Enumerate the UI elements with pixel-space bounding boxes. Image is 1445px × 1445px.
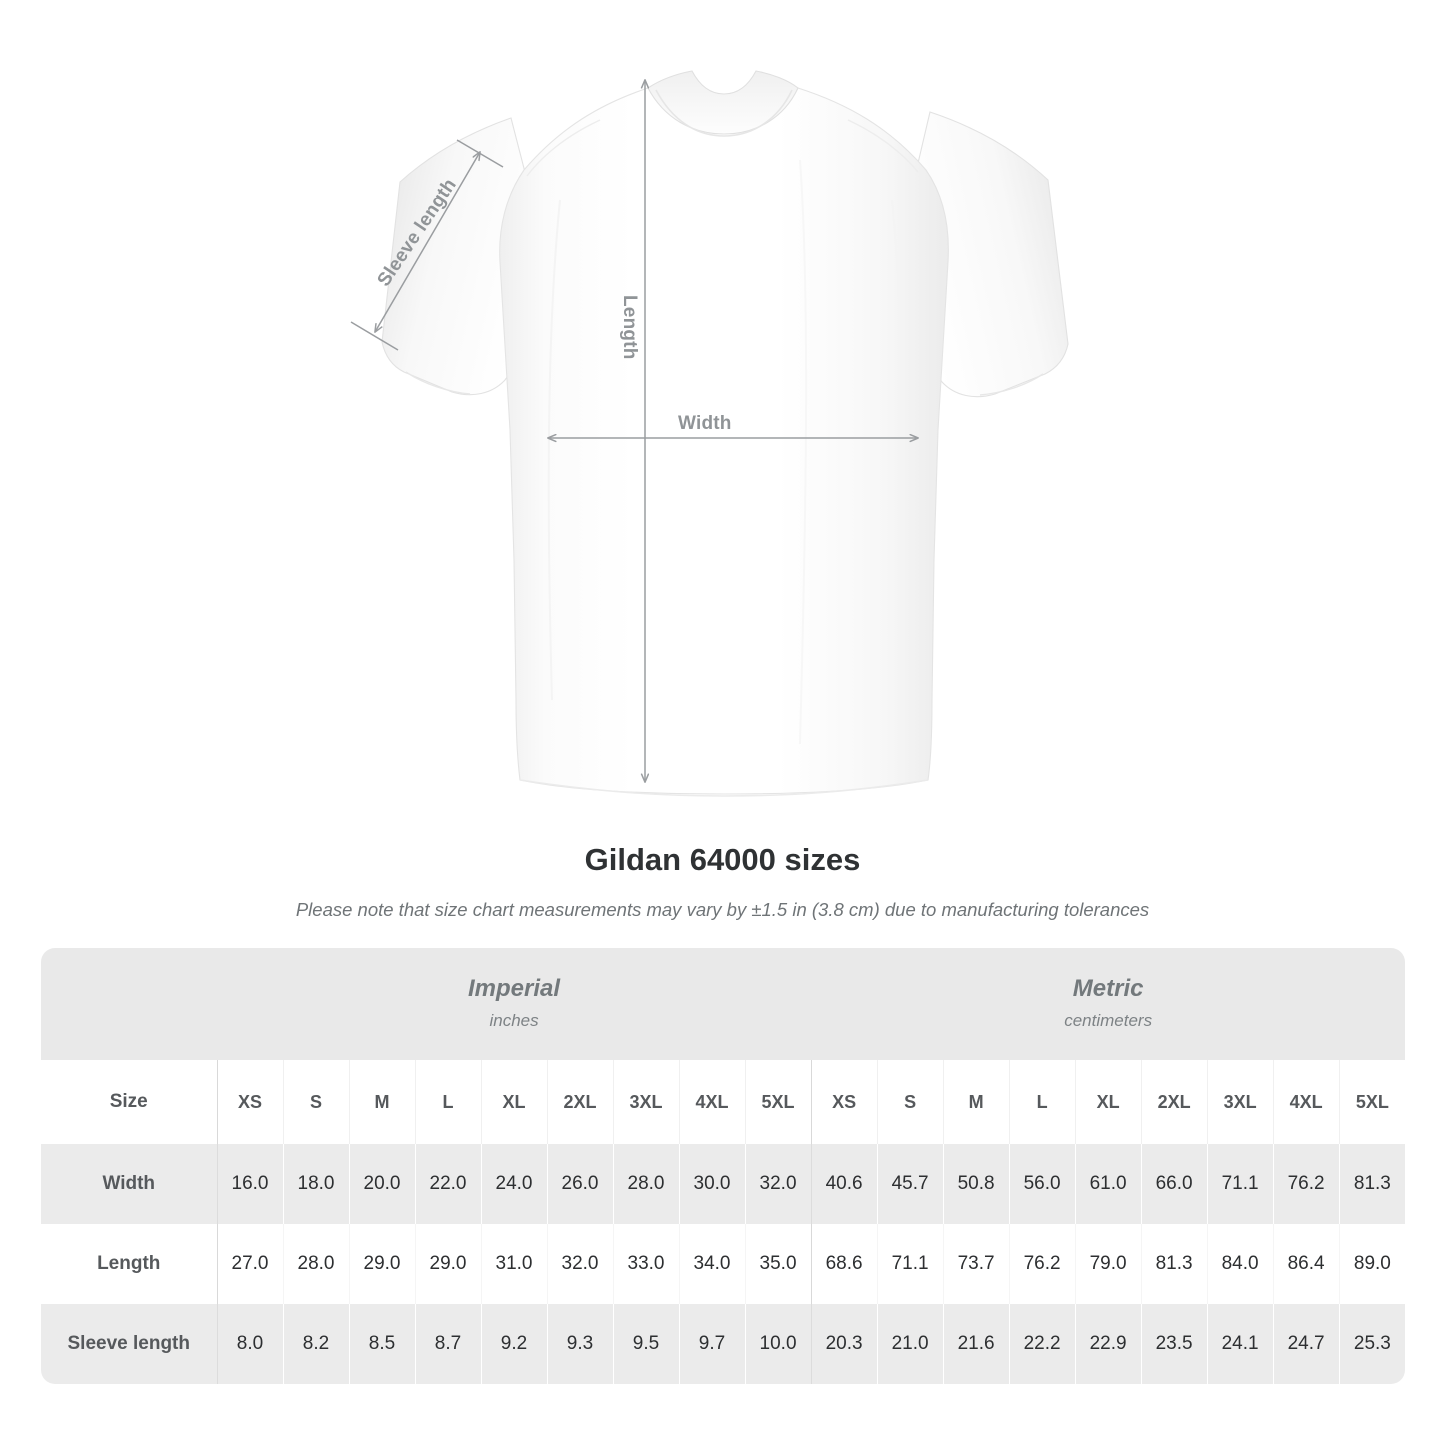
cell-length-metric-xs: 68.6 <box>811 1224 878 1304</box>
cell-width-metric-xs: 40.6 <box>811 1144 878 1224</box>
cell-width-imperial-5xl: 32.0 <box>745 1144 812 1224</box>
header-imperial-5xl: 5XL <box>745 1060 812 1144</box>
unit-group-metric: Metric centimeters <box>811 948 1406 1060</box>
cell-length-imperial-xs: 27.0 <box>217 1224 284 1304</box>
header-imperial-s: S <box>283 1060 350 1144</box>
heading-block: Gildan 64000 sizes Please note that size… <box>0 840 1445 922</box>
cell-sleeve-imperial-xs: 8.0 <box>217 1304 284 1384</box>
cell-width-imperial-xs: 16.0 <box>217 1144 284 1224</box>
cell-width-imperial-3xl: 28.0 <box>613 1144 680 1224</box>
cell-length-metric-xl: 79.0 <box>1075 1224 1142 1304</box>
unit-group-imperial-name: Imperial <box>468 975 561 1002</box>
cell-length-metric-5xl: 89.0 <box>1339 1224 1406 1304</box>
cell-sleeve-metric-xs: 20.3 <box>811 1304 878 1384</box>
header-imperial-2xl: 2XL <box>547 1060 614 1144</box>
unit-spacer-cell <box>41 948 217 1060</box>
size-chart-table-container: Imperial inches Metric centimeters Size … <box>41 948 1406 1384</box>
unit-group-metric-name: Metric <box>1072 975 1144 1002</box>
header-metric-3xl: 3XL <box>1207 1060 1274 1144</box>
cell-width-metric-5xl: 81.3 <box>1339 1144 1406 1224</box>
cell-sleeve-imperial-s: 8.2 <box>283 1304 350 1384</box>
header-metric-2xl: 2XL <box>1141 1060 1208 1144</box>
tshirt-diagram: Sleeve length Length Width <box>350 70 1069 797</box>
cell-length-metric-4xl: 86.4 <box>1273 1224 1340 1304</box>
cell-width-metric-4xl: 76.2 <box>1273 1144 1340 1224</box>
header-imperial-l: L <box>415 1060 482 1144</box>
unit-group-imperial-unit: inches <box>489 1011 539 1030</box>
unit-group-row: Imperial inches Metric centimeters <box>41 948 1406 1060</box>
page-title: Gildan 64000 sizes <box>584 842 861 877</box>
cell-width-metric-l: 56.0 <box>1009 1144 1076 1224</box>
unit-group-metric-unit: centimeters <box>1064 1011 1153 1030</box>
cell-sleeve-metric-5xl: 25.3 <box>1339 1304 1406 1384</box>
cell-sleeve-imperial-m: 8.5 <box>349 1304 416 1384</box>
cell-length-imperial-3xl: 33.0 <box>613 1224 680 1304</box>
cell-sleeve-metric-m: 21.6 <box>943 1304 1010 1384</box>
header-imperial-xs: XS <box>217 1060 284 1144</box>
cell-width-metric-m: 50.8 <box>943 1144 1010 1224</box>
cell-width-metric-3xl: 71.1 <box>1207 1144 1274 1224</box>
cell-sleeve-imperial-l: 8.7 <box>415 1304 482 1384</box>
table-row-width: Width 16.0 18.0 20.0 22.0 24.0 26.0 28.0… <box>41 1144 1406 1224</box>
tshirt-illustration <box>350 70 1069 797</box>
cell-length-imperial-xl: 31.0 <box>481 1224 548 1304</box>
cell-length-metric-2xl: 81.3 <box>1141 1224 1208 1304</box>
header-metric-l: L <box>1009 1060 1076 1144</box>
header-size-label: Size <box>41 1060 218 1144</box>
cell-width-imperial-s: 18.0 <box>283 1144 350 1224</box>
cell-sleeve-imperial-4xl: 9.7 <box>679 1304 746 1384</box>
cell-length-metric-l: 76.2 <box>1009 1224 1076 1304</box>
cell-length-imperial-2xl: 32.0 <box>547 1224 614 1304</box>
cell-sleeve-metric-xl: 22.9 <box>1075 1304 1142 1384</box>
cell-width-imperial-xl: 24.0 <box>481 1144 548 1224</box>
cell-length-imperial-s: 28.0 <box>283 1224 350 1304</box>
cell-width-imperial-m: 20.0 <box>349 1144 416 1224</box>
unit-group-imperial: Imperial inches <box>217 948 812 1060</box>
cell-length-imperial-5xl: 35.0 <box>745 1224 812 1304</box>
header-imperial-m: M <box>349 1060 416 1144</box>
cell-length-metric-m: 73.7 <box>943 1224 1010 1304</box>
table-row-length: Length 27.0 28.0 29.0 29.0 31.0 32.0 33.… <box>41 1224 1406 1304</box>
cell-length-imperial-l: 29.0 <box>415 1224 482 1304</box>
row-label-length: Length <box>41 1224 218 1304</box>
cell-length-imperial-4xl: 34.0 <box>679 1224 746 1304</box>
cell-sleeve-imperial-2xl: 9.3 <box>547 1304 614 1384</box>
cell-sleeve-imperial-3xl: 9.5 <box>613 1304 680 1384</box>
header-imperial-xl: XL <box>481 1060 548 1144</box>
tolerance-note: Please note that size chart measurements… <box>295 899 1150 920</box>
cell-length-metric-s: 71.1 <box>877 1224 944 1304</box>
cell-width-imperial-4xl: 30.0 <box>679 1144 746 1224</box>
header-imperial-4xl: 4XL <box>679 1060 746 1144</box>
header-metric-s: S <box>877 1060 944 1144</box>
cell-sleeve-metric-3xl: 24.1 <box>1207 1304 1274 1384</box>
cell-width-imperial-2xl: 26.0 <box>547 1144 614 1224</box>
header-metric-4xl: 4XL <box>1273 1060 1340 1144</box>
cell-sleeve-metric-s: 21.0 <box>877 1304 944 1384</box>
cell-width-imperial-l: 22.0 <box>415 1144 482 1224</box>
sleeve-length-guide <box>350 139 504 351</box>
cell-sleeve-metric-4xl: 24.7 <box>1273 1304 1340 1384</box>
cell-width-metric-xl: 61.0 <box>1075 1144 1142 1224</box>
row-label-sleeve-length: Sleeve length <box>41 1304 218 1384</box>
size-header-row: Size XS S M L XL 2XL 3XL 4XL 5XL XS S M … <box>41 1060 1406 1144</box>
cell-sleeve-imperial-xl: 9.2 <box>481 1304 548 1384</box>
header-metric-5xl: 5XL <box>1339 1060 1406 1144</box>
cell-sleeve-metric-l: 22.2 <box>1009 1304 1076 1384</box>
header-metric-xs: XS <box>811 1060 878 1144</box>
cell-sleeve-imperial-5xl: 10.0 <box>745 1304 812 1384</box>
row-label-width: Width <box>41 1144 218 1224</box>
header-metric-m: M <box>943 1060 1010 1144</box>
size-chart-table: Imperial inches Metric centimeters Size … <box>41 948 1406 1384</box>
cell-width-metric-s: 45.7 <box>877 1144 944 1224</box>
cell-sleeve-metric-2xl: 23.5 <box>1141 1304 1208 1384</box>
table-row-sleeve-length: Sleeve length 8.0 8.2 8.5 8.7 9.2 9.3 9.… <box>41 1304 1406 1384</box>
length-label: Length <box>619 295 640 360</box>
cell-length-imperial-m: 29.0 <box>349 1224 416 1304</box>
cell-length-metric-3xl: 84.0 <box>1207 1224 1274 1304</box>
width-label: Width <box>678 413 732 434</box>
header-imperial-3xl: 3XL <box>613 1060 680 1144</box>
cell-width-metric-2xl: 66.0 <box>1141 1144 1208 1224</box>
header-metric-xl: XL <box>1075 1060 1142 1144</box>
